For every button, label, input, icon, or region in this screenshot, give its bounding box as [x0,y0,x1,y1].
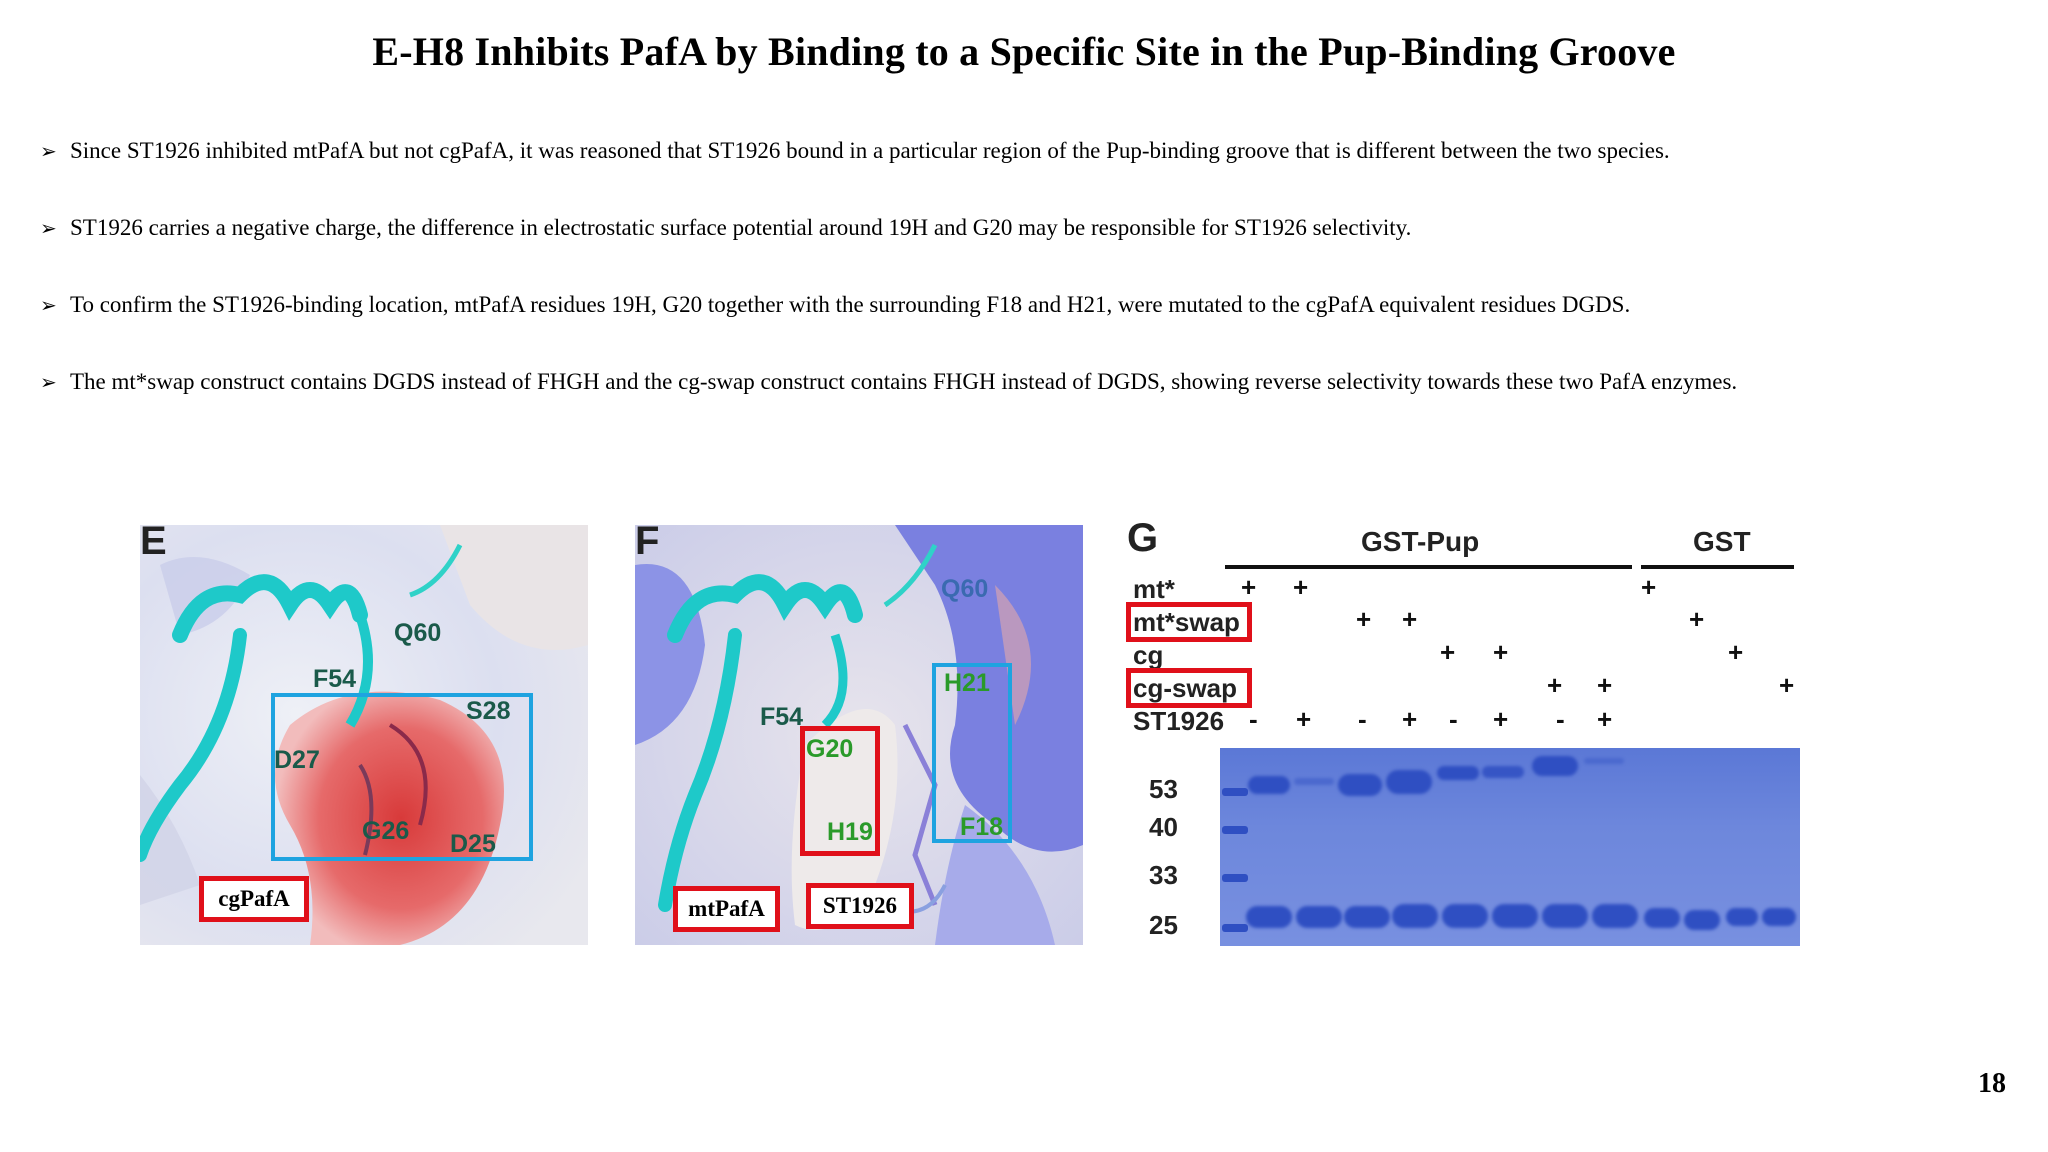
gst-pup-header: GST-Pup [1361,526,1480,557]
plus-mark: + [1493,637,1509,667]
residue-label: H21 [944,669,990,697]
plus-mark: + [1641,572,1657,602]
plus-mark: + [1493,704,1509,734]
mw-marker-label: 25 [1149,910,1178,940]
gst-bracket-line [1641,565,1794,569]
gel-band [1644,908,1680,928]
plus-mark: + [1597,670,1613,700]
residue-label: H19 [827,818,873,846]
row-label-cgswap: cg-swap [1133,673,1238,703]
h19-g20-highlight-box [800,726,880,856]
plus-mark: + [1440,637,1456,667]
arrow-bullet-icon: ➢ [40,293,57,317]
cgswap-highlight-box [1126,668,1252,708]
bullet-item: ➢ ST1926 carries a negative charge, the d… [40,213,1411,243]
panel-f-structure: F Q60 H21 F54 G20 H19 F18 mtPafA ST1926 [635,525,1083,945]
residue-label: Q60 [941,575,989,603]
residue-label: G20 [806,735,854,763]
bullet-text: To confirm the ST1926-binding location, … [70,292,1631,317]
panel-letter-e: E [140,525,167,563]
gel-band [1532,756,1578,776]
residue-label: D25 [450,830,496,858]
h21-f18-highlight-box [932,663,1012,843]
mw-marker-label: 33 [1149,860,1178,890]
gel-band [1442,904,1488,928]
row-label-mtswap: mt*swap [1133,607,1240,637]
gel-band [1542,904,1588,928]
bullet-text: The mt*swap construct contains DGDS inst… [70,369,1738,394]
row-label-cg: cg [1133,640,1164,670]
ladder-band [1222,788,1248,796]
gel-band [1492,904,1538,928]
plus-mark: + [1779,670,1795,700]
gel-band [1726,908,1758,926]
plus-mark: + [1293,572,1309,602]
binding-site-box [271,693,533,861]
arrow-bullet-icon: ➢ [40,139,57,163]
arrow-bullet-icon: ➢ [40,216,57,240]
plus-mark: + [1356,604,1372,634]
panel-letter-g: G [1127,516,1159,560]
gel-band [1246,906,1292,928]
mtswap-highlight-box [1126,602,1252,642]
minus-mark: - [1556,704,1565,734]
plus-mark: + [1728,637,1744,667]
bullet-item: ➢ Since ST1926 inhibited mtPafA but not c… [40,136,1670,166]
residue-label: Q60 [394,619,442,647]
plus-mark: + [1296,704,1312,734]
plus-mark: + [1597,704,1613,734]
plus-mark: + [1689,604,1705,634]
plus-mark: + [1402,704,1418,734]
ladder-band [1222,874,1248,882]
gel-band [1294,778,1334,785]
plus-mark: + [1241,572,1257,602]
residue-label: F54 [313,665,357,693]
cgpafa-surface-image [140,525,588,945]
residue-label: G26 [362,817,410,845]
gel-band [1592,904,1638,928]
gel-band [1684,910,1720,930]
plus-mark: + [1402,604,1418,634]
gel-band [1296,906,1342,928]
mw-marker-label: 53 [1149,774,1178,804]
gel-band [1584,758,1624,764]
gel-band [1344,906,1390,928]
gst-header: GST [1693,526,1751,557]
gel-band [1437,766,1479,780]
residue-label: D27 [274,746,320,774]
gel-image [1220,748,1800,946]
bullet-text: Since ST1926 inhibited mtPafA but not cg… [70,138,1670,163]
minus-mark: - [1358,704,1367,734]
mtpafa-tag: mtPafA [673,886,780,932]
mw-marker-label: 40 [1149,812,1178,842]
gel-band [1386,770,1432,794]
minus-mark: - [1249,704,1258,734]
page-title: E-H8 Inhibits PafA by Binding to a Speci… [372,29,1676,74]
row-label-st1926: ST1926 [1133,706,1225,736]
gst-pup-bracket-line [1225,565,1632,569]
ladder-band [1222,924,1248,932]
residue-label: F18 [960,813,1004,841]
residue-label: F54 [760,703,804,731]
bullet-item: ➢ To confirm the ST1926-binding location,… [40,290,1630,320]
arrow-bullet-icon: ➢ [40,370,57,394]
residue-label: S28 [466,697,511,725]
gel-band [1482,766,1524,778]
panel-g-gel: G GST-Pup GST mt* mt*swap cg cg-swap ST1… [1125,516,1815,950]
panel-letter-f: F [635,525,660,563]
row-label-mt: mt* [1133,574,1175,604]
bullet-item: ➢ The mt*swap construct contains DGDS ins… [40,367,1737,397]
ladder-band [1222,826,1248,834]
st1926-tag: ST1926 [806,883,914,929]
panel-e-structure: E Q60 F54 S28 D27 G26 D25 cgPafA [140,525,588,945]
gel-band [1248,776,1290,794]
gel-band [1338,774,1382,796]
cgpafa-tag: cgPafA [199,876,309,922]
page-number: 18 [1978,1068,2006,1099]
gel-band [1762,908,1796,926]
bullet-text: ST1926 carries a negative charge, the di… [70,215,1412,240]
minus-mark: - [1449,704,1458,734]
gel-band [1392,904,1438,928]
plus-mark: + [1547,670,1563,700]
